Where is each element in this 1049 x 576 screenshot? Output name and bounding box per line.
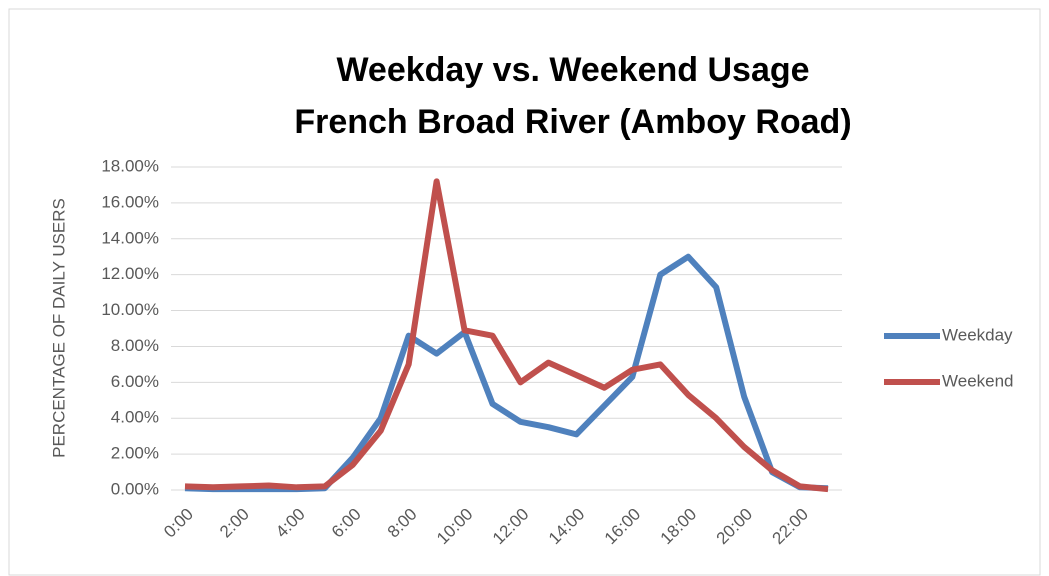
y-tick-label: 12.00% [101,264,159,283]
y-tick-label: 2.00% [111,444,159,463]
y-tick-label: 4.00% [111,408,159,427]
y-axis-label: PERCENTAGE OF DAILY USERS [49,198,68,458]
chart-title: French Broad River (Amboy Road) [294,103,851,141]
y-tick-label: 10.00% [101,300,159,319]
y-tick-label: 16.00% [101,192,159,211]
y-tick-label: 0.00% [111,479,159,498]
y-tick-label: 8.00% [111,336,159,355]
legend-label: Weekend [942,371,1014,390]
chart-border [8,8,1041,576]
y-tick-label: 14.00% [101,228,159,247]
y-tick-label: 6.00% [111,372,159,391]
y-tick-label: 18.00% [101,156,159,175]
chart-title: Weekday vs. Weekend Usage [336,51,809,89]
legend-label: Weekday [942,325,1013,344]
series-line [184,178,829,493]
